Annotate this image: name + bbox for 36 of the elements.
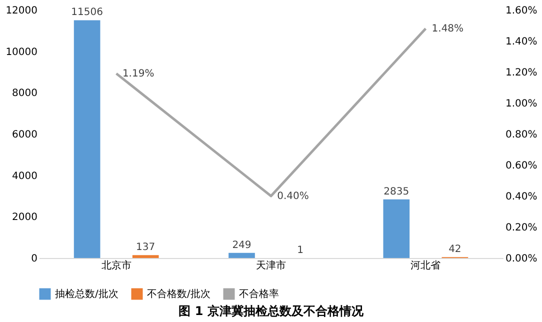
legend-label: 抽检总数/批次 — [55, 288, 118, 300]
y2-tick-label: 1.60% — [506, 6, 538, 16]
data-label: 1.48% — [432, 24, 464, 35]
y-tick-label: 2000 — [12, 212, 38, 224]
legend-label: 不合格率 — [239, 288, 279, 300]
y2-tick-label: 1.00% — [506, 98, 538, 110]
y2-tick-label: 0.40% — [506, 192, 538, 202]
x-tick-label: 河北省 — [410, 260, 441, 272]
y-tick-label: 4000 — [12, 170, 38, 182]
y-tick-label: 10000 — [6, 46, 38, 58]
y-tick-label: 8000 — [12, 88, 38, 100]
bar — [74, 20, 100, 258]
data-label: 11506 — [71, 7, 103, 18]
data-label: 1 — [297, 244, 304, 256]
data-label: 1.19% — [122, 68, 154, 80]
x-tick-label: 北京市 — [101, 260, 132, 272]
bar — [383, 199, 410, 258]
text: 图 1 京津冀抽检总数及不合格情况 — [178, 304, 364, 318]
y-tick-label: 12000 — [6, 6, 38, 16]
y2-tick-label: 0.60% — [506, 160, 538, 172]
bar — [228, 252, 255, 258]
y2-tick-label: 0.20% — [506, 222, 538, 234]
y2-tick-label: 0.80% — [506, 130, 538, 140]
y-tick-label: 0 — [31, 254, 38, 264]
data-label: 2835 — [384, 186, 410, 198]
y2-tick-label: 0.00% — [506, 254, 538, 264]
legend-label: 不合格数/批次 — [147, 288, 210, 300]
data-label: 42 — [448, 244, 462, 256]
data-label: 249 — [232, 240, 252, 251]
data-label: 0.40% — [277, 191, 309, 202]
y2-tick-label: 1.20% — [506, 68, 538, 78]
bar — [132, 255, 159, 258]
y2-tick-label: 1.40% — [506, 36, 538, 48]
y-tick-label: 6000 — [12, 130, 38, 140]
data-label: 137 — [136, 242, 156, 254]
x-tick-label: 天津市 — [256, 260, 286, 272]
